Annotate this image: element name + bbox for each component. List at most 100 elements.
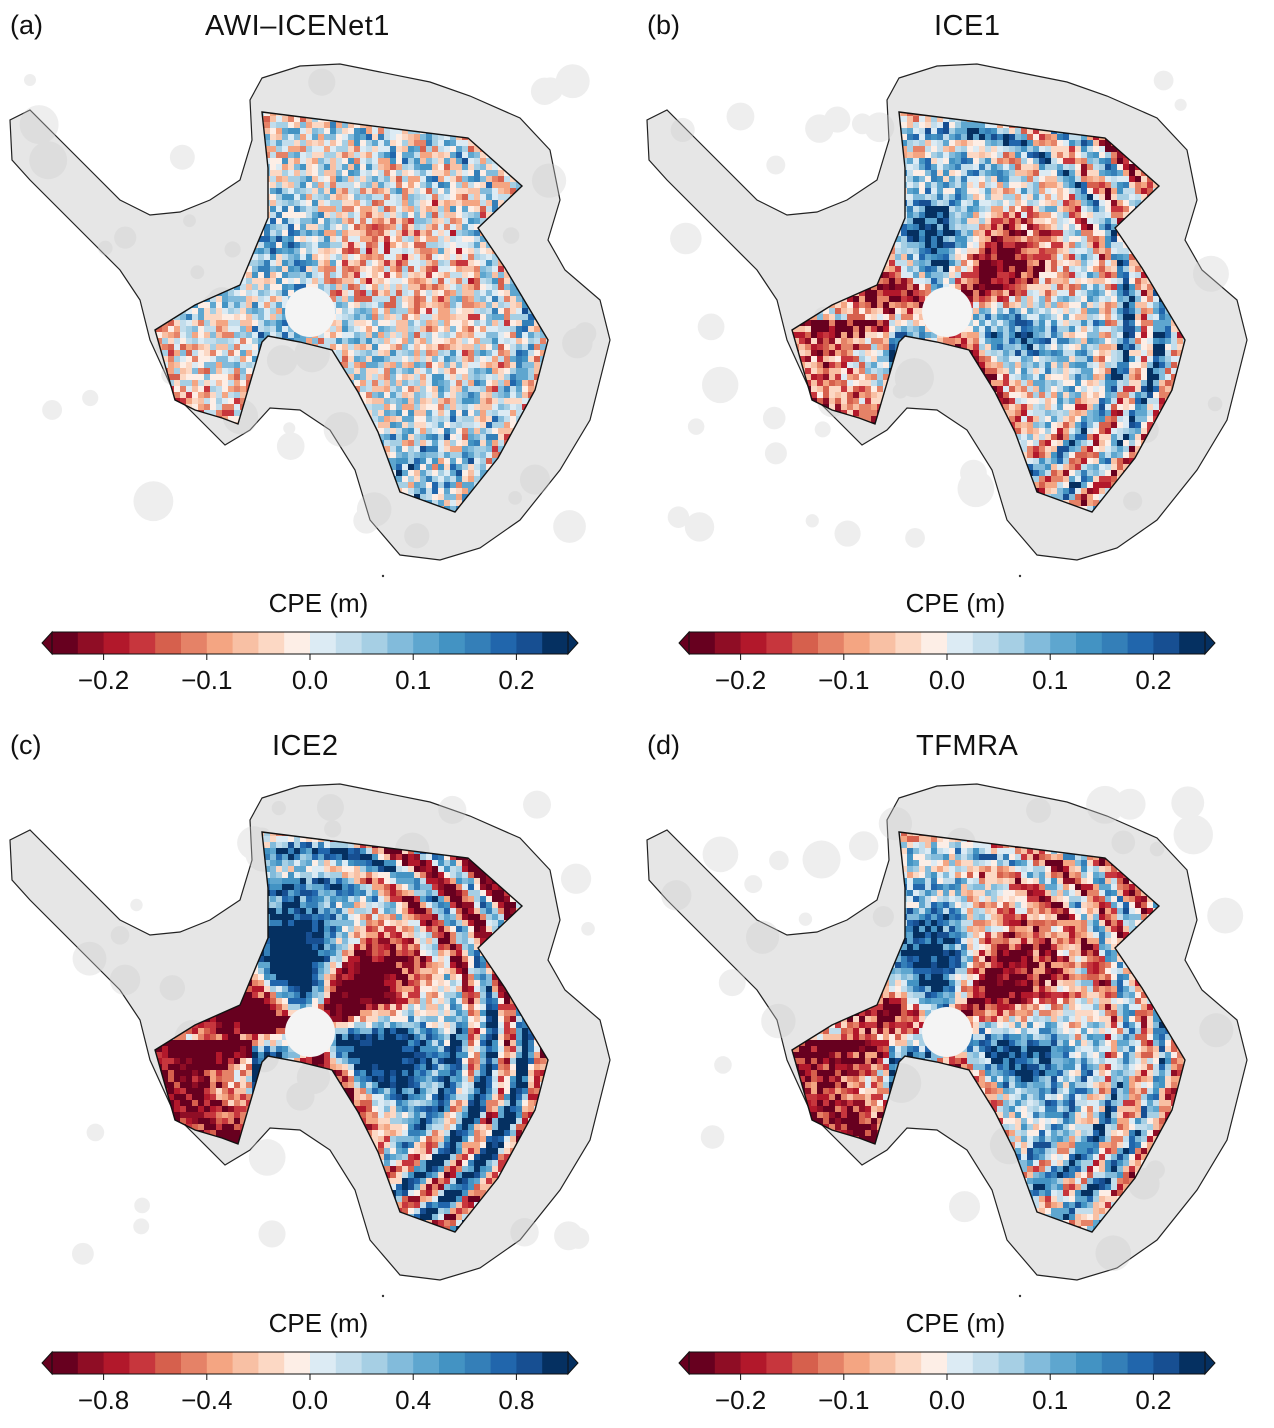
- colorbar-tick-label: 0.0: [292, 665, 328, 695]
- colorbar-swatch: [1076, 1352, 1102, 1374]
- colorbar-swatch: [465, 1352, 491, 1374]
- colorbar-tick-label: 0.2: [498, 665, 534, 695]
- colorbar-swatch: [999, 1352, 1025, 1374]
- colorbar-swatch: [921, 632, 947, 654]
- colorbar-swatch: [870, 632, 896, 654]
- colorbar-swatch: [1153, 1352, 1179, 1374]
- colorbar-swatch: [542, 632, 568, 654]
- colorbar-swatch: [491, 632, 517, 654]
- colorbar-swatch: [413, 632, 439, 654]
- colorbar-swatch: [52, 1352, 78, 1374]
- colorbar-swatch: [1153, 632, 1179, 654]
- colorbar-tick-label: 0.1: [1032, 1385, 1068, 1415]
- colorbar-swatch: [284, 632, 310, 654]
- colorbar-extend-low: [42, 1352, 52, 1374]
- colorbar-swatch: [741, 632, 767, 654]
- colorbar-swatch: [1179, 632, 1205, 654]
- colorbar-swatch: [362, 632, 388, 654]
- colorbar-tick-label: −0.2: [715, 665, 766, 695]
- colorbar-swatch: [1102, 1352, 1128, 1374]
- colorbar-swatch: [413, 1352, 439, 1374]
- colorbar-swatch: [310, 1352, 336, 1374]
- island-mark: [382, 575, 384, 577]
- colorbar-swatch: [104, 632, 130, 654]
- colorbar-swatch: [921, 1352, 947, 1374]
- colorbar-swatch: [362, 1352, 388, 1374]
- island-mark: [1019, 1295, 1021, 1297]
- colorbar-swatch: [258, 632, 284, 654]
- colorbar-swatch: [818, 632, 844, 654]
- colorbar-swatch: [1024, 632, 1050, 654]
- colorbar-swatch: [78, 632, 104, 654]
- colorbar-swatch: [792, 1352, 818, 1374]
- colorbar-swatch: [1128, 1352, 1154, 1374]
- colorbar-swatch: [766, 632, 792, 654]
- colorbar-swatch: [895, 1352, 921, 1374]
- colorbar-swatch: [1050, 1352, 1076, 1374]
- colorbar-label: CPE (m): [0, 1308, 637, 1339]
- colorbar-swatch: [78, 1352, 104, 1374]
- colorbar-swatch: [844, 632, 870, 654]
- pole-hole: [285, 287, 335, 337]
- colorbar-swatch: [844, 1352, 870, 1374]
- colorbar-swatch: [818, 1352, 844, 1374]
- colorbar-extend-high: [1205, 632, 1215, 654]
- colorbar-swatch: [491, 1352, 517, 1374]
- colorbar-swatch: [387, 632, 413, 654]
- colorbar-swatch: [1076, 632, 1102, 654]
- colorbar-extend-low: [679, 632, 689, 654]
- colorbar-swatch: [766, 1352, 792, 1374]
- colorbar-swatch: [715, 632, 741, 654]
- colorbar-swatch: [336, 632, 362, 654]
- colorbar-swatch: [233, 632, 259, 654]
- colorbar-tick-label: 0.8: [498, 1385, 534, 1415]
- antarctica-map: [637, 720, 1274, 1300]
- colorbar-tick-label: 0.1: [395, 665, 431, 695]
- colorbar-swatch: [439, 632, 465, 654]
- colorbar-swatch: [1128, 632, 1154, 654]
- colorbar-swatch: [689, 632, 715, 654]
- colorbar-extend-high: [1205, 1352, 1215, 1374]
- pole-hole: [922, 287, 972, 337]
- colorbar-tick-label: −0.8: [78, 1385, 129, 1415]
- colorbar-swatch: [973, 1352, 999, 1374]
- colorbar-swatch: [895, 632, 921, 654]
- colorbar-extend-low: [679, 1352, 689, 1374]
- colorbar-swatch: [999, 632, 1025, 654]
- colorbar-swatch: [387, 1352, 413, 1374]
- colorbar-swatch: [792, 632, 818, 654]
- colorbar-tick-label: 0.1: [1032, 665, 1068, 695]
- colorbar-swatch: [336, 1352, 362, 1374]
- colorbar-tick-label: 0.0: [929, 1385, 965, 1415]
- colorbar-tick-label: −0.1: [818, 1385, 869, 1415]
- colorbar-swatch: [284, 1352, 310, 1374]
- colorbar-tick-label: −0.2: [715, 1385, 766, 1415]
- colorbar-swatch: [465, 632, 491, 654]
- colorbar-swatch: [104, 1352, 130, 1374]
- colorbar-swatch: [155, 1352, 181, 1374]
- colorbar-swatch: [947, 632, 973, 654]
- colorbar-swatch: [542, 1352, 568, 1374]
- colorbar-swatch: [181, 1352, 207, 1374]
- colorbar-swatch: [310, 632, 336, 654]
- antarctica-map: [0, 0, 637, 580]
- colorbar-swatch: [52, 632, 78, 654]
- colorbar-swatch: [947, 1352, 973, 1374]
- antarctica-map: [0, 720, 637, 1300]
- colorbar-swatch: [1024, 1352, 1050, 1374]
- colorbar-swatch: [207, 1352, 233, 1374]
- colorbar-swatch: [973, 632, 999, 654]
- colorbar-swatch: [207, 632, 233, 654]
- colorbar-swatch: [1050, 632, 1076, 654]
- colorbar-swatch: [715, 1352, 741, 1374]
- colorbar-tick-label: −0.4: [181, 1385, 232, 1415]
- colorbar-swatch: [1179, 1352, 1205, 1374]
- colorbar-swatch: [439, 1352, 465, 1374]
- colorbar-swatch: [870, 1352, 896, 1374]
